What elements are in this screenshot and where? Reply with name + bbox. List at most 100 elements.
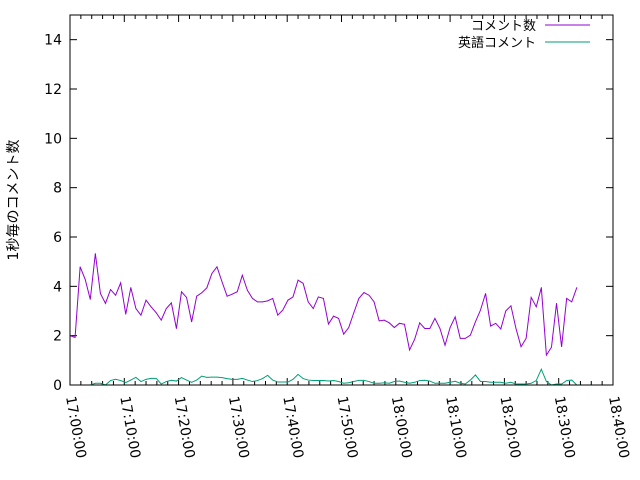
data-point	[170, 302, 172, 304]
x-tick-label: 17:40:00	[279, 395, 306, 460]
data-point	[302, 378, 304, 379]
data-point	[216, 376, 218, 378]
data-point	[449, 327, 451, 328]
data-point	[454, 380, 456, 382]
data-point	[566, 380, 568, 381]
data-point	[424, 328, 426, 329]
data-point	[556, 302, 557, 304]
data-point	[393, 327, 395, 328]
data-point	[500, 328, 502, 330]
data-point	[74, 336, 76, 338]
data-point	[302, 282, 304, 284]
data-point	[545, 354, 547, 356]
data-point	[434, 382, 436, 384]
data-point	[399, 380, 400, 382]
data-point	[140, 381, 142, 382]
data-point	[485, 293, 486, 294]
data-point	[525, 383, 527, 385]
x-tick-label: 17:30:00	[225, 395, 252, 460]
y-tick-label: 2	[53, 329, 62, 345]
data-point	[201, 375, 203, 377]
data-point	[338, 318, 340, 319]
data-point	[307, 379, 309, 381]
data-point	[312, 308, 314, 309]
x-tick-label: 18:10:00	[442, 395, 469, 460]
data-point	[530, 297, 532, 298]
data-point	[424, 379, 426, 381]
data-point	[145, 378, 147, 380]
data-point	[530, 382, 532, 384]
legend-label-english-comments: 英語コメント	[458, 35, 536, 51]
data-point	[252, 381, 253, 382]
data-point	[307, 301, 309, 303]
data-point	[170, 379, 172, 381]
data-point	[495, 322, 497, 324]
data-point	[191, 321, 193, 323]
data-point	[181, 377, 182, 378]
x-tick-label: 17:00:00	[62, 395, 89, 460]
data-point	[165, 381, 167, 382]
data-point	[409, 382, 410, 384]
data-point	[115, 378, 117, 380]
data-point	[140, 314, 142, 316]
data-point	[459, 337, 461, 339]
data-point	[373, 301, 375, 303]
data-point	[211, 273, 213, 274]
data-point	[176, 328, 177, 329]
data-point	[100, 382, 101, 384]
data-point	[292, 378, 294, 380]
data-point	[520, 383, 522, 385]
data-point	[120, 380, 122, 381]
data-point	[241, 274, 243, 276]
data-point	[221, 281, 223, 283]
data-point	[206, 287, 208, 289]
data-point	[434, 318, 436, 319]
data-point	[201, 292, 203, 294]
data-point	[211, 376, 213, 378]
plot-frame	[69, 14, 614, 386]
data-point	[454, 316, 456, 318]
data-point	[490, 325, 492, 327]
data-point	[480, 309, 481, 311]
data-point	[297, 373, 299, 375]
data-point	[439, 328, 441, 329]
data-point	[145, 299, 147, 301]
data-point	[368, 381, 370, 382]
data-point	[272, 379, 274, 381]
data-point	[439, 382, 441, 384]
data-point	[262, 301, 263, 303]
data-point	[79, 266, 81, 268]
series-line	[69, 253, 578, 357]
y-tick-label: 14	[44, 33, 62, 49]
data-point	[571, 301, 573, 303]
data-point	[216, 266, 218, 268]
data-point	[272, 298, 274, 299]
data-point	[515, 328, 517, 329]
data-point	[282, 309, 284, 311]
data-point	[358, 298, 360, 299]
x-tick-label: 18:40:00	[605, 395, 632, 460]
data-point	[368, 294, 370, 296]
data-point	[444, 382, 446, 384]
data-point	[556, 383, 557, 385]
data-point	[226, 378, 228, 379]
data-point	[236, 378, 238, 380]
data-point	[150, 377, 152, 379]
data-point	[328, 323, 329, 325]
x-tick-label: 18:00:00	[388, 395, 415, 460]
data-point	[459, 382, 461, 384]
data-point	[388, 322, 390, 324]
data-point	[464, 337, 466, 339]
data-point	[545, 381, 547, 382]
data-point	[373, 382, 375, 384]
data-point	[150, 306, 152, 308]
data-point	[186, 297, 187, 298]
data-point	[105, 302, 106, 304]
y-axis-label: 1秒毎のコメント数	[6, 140, 22, 261]
data-point	[262, 378, 263, 379]
data-point	[257, 301, 258, 303]
data-point	[130, 287, 132, 288]
data-point	[160, 383, 162, 385]
data-point	[363, 292, 365, 293]
